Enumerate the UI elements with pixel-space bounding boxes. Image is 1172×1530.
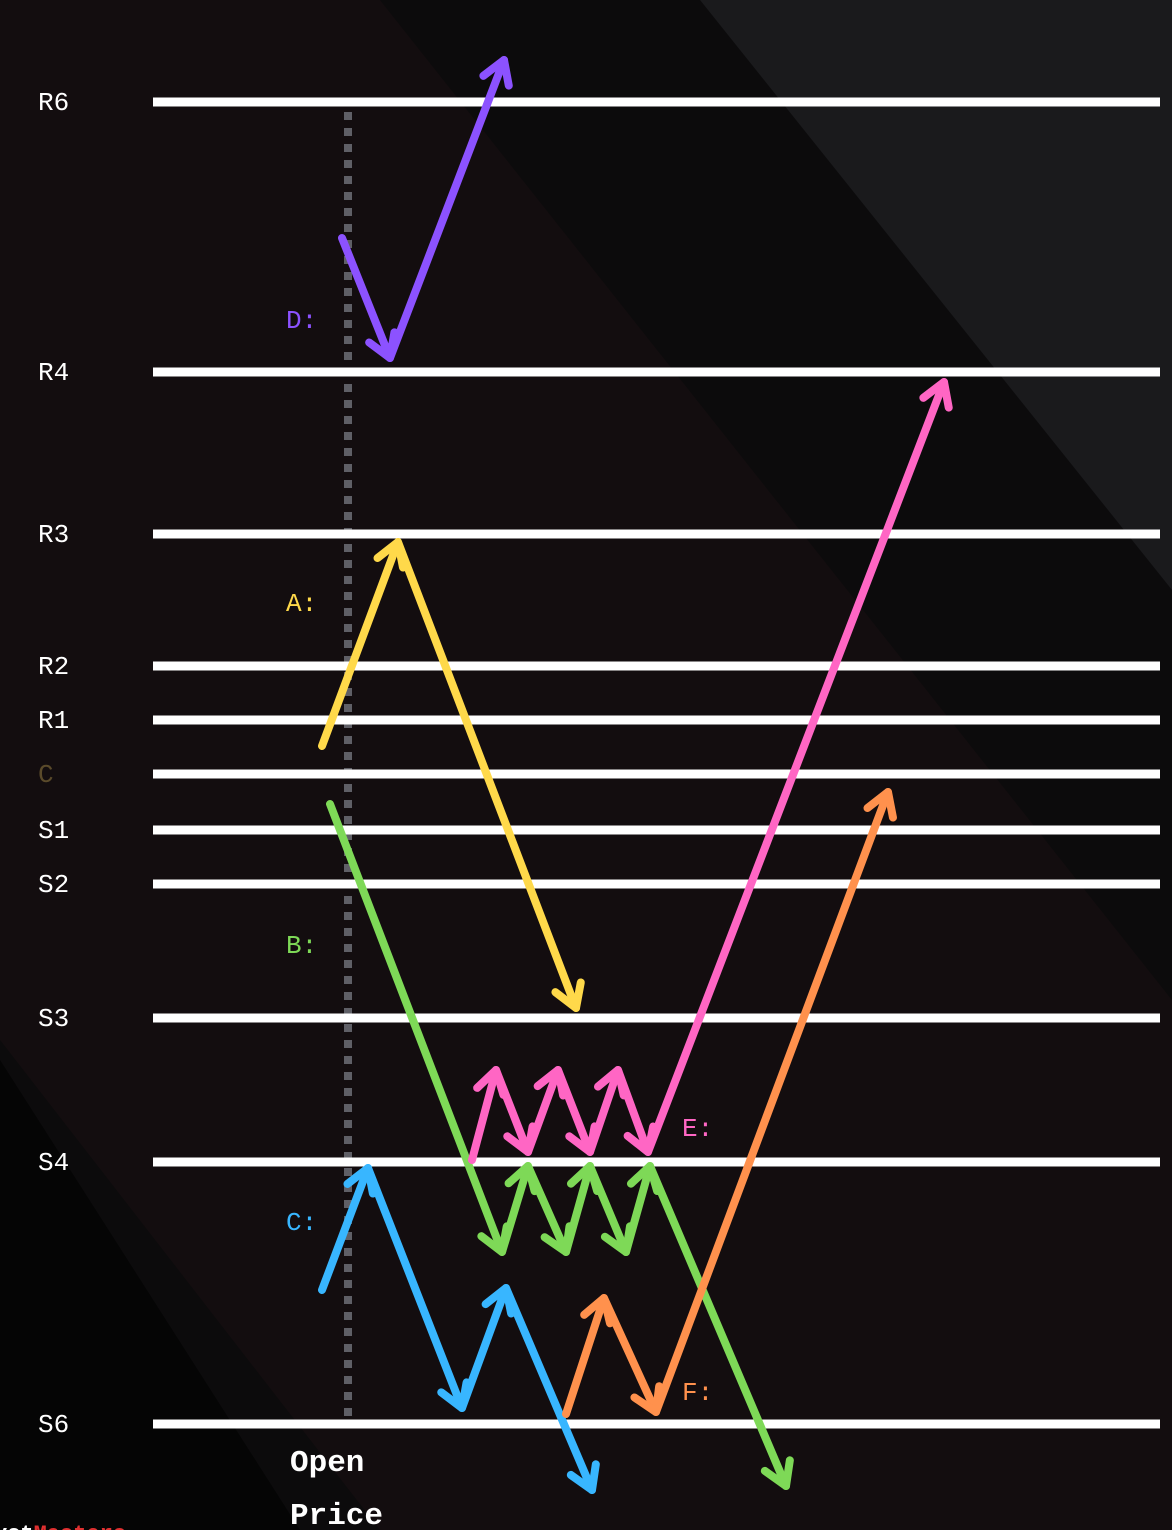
level-label-s1: S1 <box>38 816 69 846</box>
level-label-s3: S3 <box>38 1004 69 1034</box>
arrowhead-b <box>477 1222 511 1256</box>
arrowhead-e <box>473 1066 508 1099</box>
arrowhead-e <box>919 378 953 412</box>
scenario-label-f: F: <box>682 1378 713 1408</box>
arrowhead-e <box>503 1122 537 1156</box>
arrowhead-d <box>365 328 399 362</box>
scenario-label-e: E: <box>682 1114 713 1144</box>
arrowhead-b <box>540 1222 574 1256</box>
arrowhead-b <box>626 1162 662 1196</box>
level-label-r6: R6 <box>38 88 69 118</box>
arrowhead-e <box>593 1066 628 1100</box>
background-shadow <box>0 1060 300 1530</box>
arrowhead-a <box>373 538 407 572</box>
arrowhead-e <box>565 1122 599 1156</box>
arrowhead-c <box>343 1164 377 1198</box>
scenario-label-a: A: <box>286 589 317 619</box>
arrowhead-b <box>760 1456 794 1490</box>
brand-logo-part2: Masters <box>34 1522 126 1530</box>
level-label-s2: S2 <box>38 870 69 900</box>
arrowhead-b <box>504 1162 539 1196</box>
arrowhead-d <box>479 56 513 90</box>
level-label-s4: S4 <box>38 1148 69 1178</box>
arrowhead-c <box>437 1378 471 1412</box>
arrowhead-c <box>566 1460 600 1494</box>
arrowhead-f <box>863 788 897 822</box>
arrowhead-b <box>600 1222 634 1256</box>
scenario-label-d: D: <box>286 306 317 336</box>
path-f <box>562 788 892 1418</box>
brand-logo: votMasters <box>0 1522 126 1530</box>
arrowhead-f <box>580 1294 615 1328</box>
arrowhead-e <box>533 1066 568 1100</box>
brand-logo-part1: vot <box>0 1522 34 1530</box>
arrowhead-e <box>623 1122 658 1156</box>
level-label-r3: R3 <box>38 520 69 550</box>
arrowhead-f <box>630 1382 664 1416</box>
scenario-label-c: C: <box>286 1208 317 1238</box>
open-price-label-line1: Open <box>290 1446 364 1481</box>
open-price-label-line2: Price <box>290 1499 383 1530</box>
level-label-r1: R1 <box>38 706 69 736</box>
background-corner-panel <box>700 0 1172 590</box>
level-label-s6: S6 <box>38 1410 69 1440</box>
levels-layer: R6 R4 R3 R2 R1 C S1 S2 S3 S4 S6 <box>38 88 1160 1440</box>
level-label-r4: R4 <box>38 358 69 388</box>
arrowhead-b <box>566 1162 602 1196</box>
arrowhead-a <box>551 978 585 1012</box>
level-label-c: C <box>38 760 54 790</box>
arrowhead-c <box>481 1284 516 1318</box>
level-label-r2: R2 <box>38 652 69 682</box>
paths-layer <box>318 56 953 1494</box>
scenario-label-b: B: <box>286 931 317 961</box>
